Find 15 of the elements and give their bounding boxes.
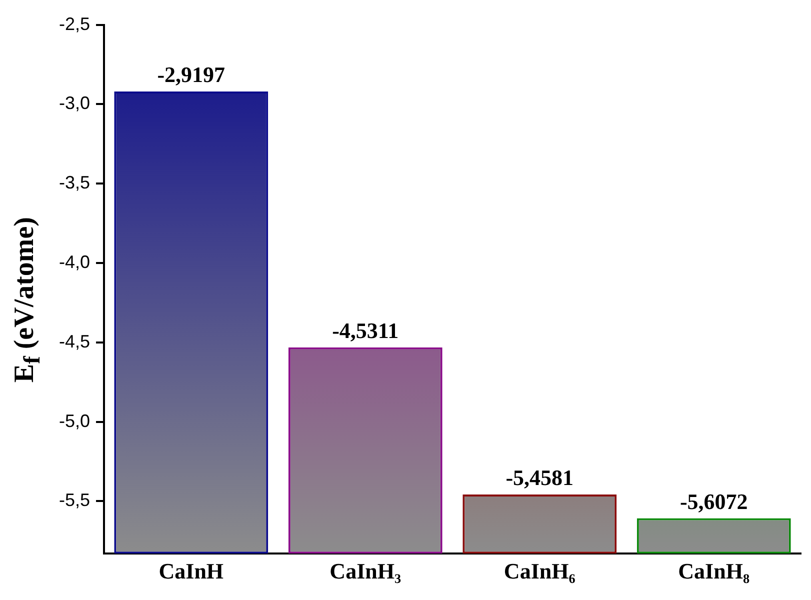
- x-tick-label: CaInH₃: [330, 558, 402, 584]
- y-tick-label: -3,0: [58, 93, 90, 114]
- y-tick-label: -4,0: [58, 252, 90, 272]
- y-tick-label: -2,5: [58, 14, 90, 34]
- data-label: -5,6072: [680, 488, 748, 514]
- x-tick-label: CaInH₈: [678, 558, 750, 584]
- y-tick-label: -5,5: [58, 490, 90, 510]
- x-tick-label: CaInH: [158, 558, 224, 584]
- data-label: -5,4581: [506, 465, 574, 490]
- data-label: -4,5311: [332, 318, 399, 344]
- data-label: -2,9197: [157, 62, 226, 88]
- y-tick-label: -4,5: [58, 331, 90, 352]
- x-tick-label: CaInH₆: [504, 558, 576, 584]
- y-tick-label: -3,5: [58, 172, 90, 193]
- y-tick-label: -5,0: [58, 410, 90, 431]
